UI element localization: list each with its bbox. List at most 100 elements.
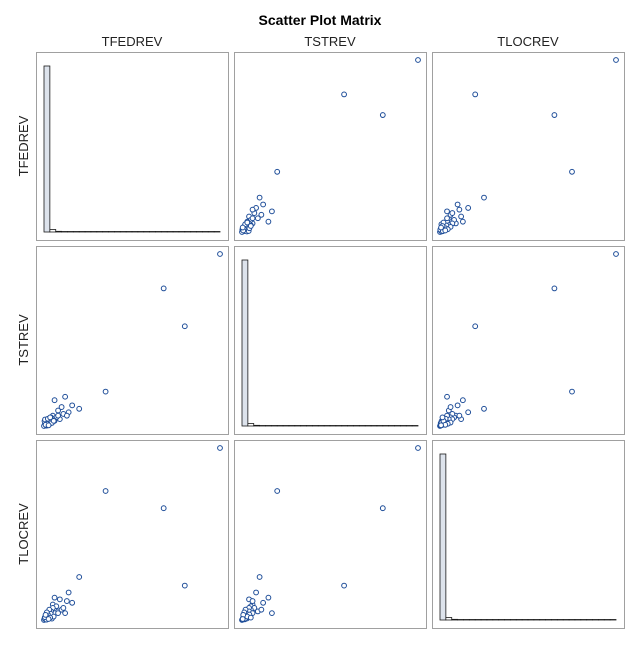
scatter-point: [444, 215, 450, 222]
histogram-bar: [335, 425, 343, 427]
histogram-bar: [178, 231, 186, 233]
histogram-bar: [149, 231, 156, 233]
histogram-bar: [84, 231, 92, 233]
scatter-point: [472, 323, 479, 330]
scatter-point: [51, 397, 58, 404]
row-label-tlocrev: TLOCREV: [16, 503, 31, 565]
scatter-point: [58, 404, 65, 410]
scatter-point: [458, 213, 465, 220]
scatter-point: [481, 405, 487, 412]
histogram-bar: [498, 619, 505, 621]
scatter-point: [341, 582, 347, 589]
scatter-point: [260, 201, 267, 208]
histogram-bar: [241, 259, 249, 427]
histogram-bar: [213, 231, 221, 233]
histogram-bar: [259, 425, 266, 427]
scatter-point: [379, 112, 386, 118]
scatter-point: [265, 594, 272, 601]
column-label-tlocrev: TLOCREV: [497, 34, 559, 49]
histogram-bar: [382, 425, 390, 427]
scatter-point: [247, 223, 254, 229]
histogram-bar: [533, 619, 541, 621]
histogram-bar: [551, 619, 558, 621]
scatter-point: [269, 610, 275, 617]
scatter-point: [45, 422, 52, 429]
scatter-point: [415, 57, 421, 63]
histogram-bar: [394, 425, 401, 427]
scatter-point: [613, 251, 619, 257]
histogram-bar: [96, 231, 104, 233]
scatter-point: [341, 91, 347, 98]
histogram-bar: [288, 425, 296, 427]
cell-frame: [36, 52, 229, 241]
histogram-bar: [609, 619, 617, 621]
scatter-point: [249, 206, 256, 213]
scatter-point: [439, 414, 446, 421]
histogram-bar: [61, 231, 68, 233]
histogram-bar: [405, 425, 413, 427]
histogram-bar: [568, 619, 576, 621]
histogram-bar: [90, 231, 98, 233]
scatter-point: [472, 91, 479, 98]
scatter-point: [244, 219, 251, 226]
histogram-bar: [329, 425, 337, 427]
scatter-point: [51, 594, 58, 601]
cell-tstrev-vs-tfedrev: [36, 246, 229, 435]
scatter-point: [454, 201, 461, 208]
cell-frame: [36, 440, 229, 629]
scatter-point: [415, 445, 421, 451]
cell-frame: [234, 52, 427, 241]
scatter-point: [459, 397, 466, 404]
scatter-point: [379, 505, 386, 512]
histogram-bar: [539, 619, 547, 621]
cell-tlocrev-vs-tlocrev: [432, 440, 625, 629]
histogram-bar: [468, 619, 476, 621]
histogram-bar: [72, 231, 80, 233]
histogram-bar: [457, 619, 464, 621]
scatter-point: [76, 405, 83, 412]
scatter-point: [551, 285, 558, 292]
histogram-bar: [463, 619, 470, 621]
histogram-bar: [172, 231, 180, 233]
histogram-bar: [358, 425, 366, 427]
histogram-bar: [353, 425, 360, 427]
scatter-point: [239, 616, 246, 622]
histogram-bar: [102, 231, 109, 233]
histogram-bar: [486, 619, 494, 621]
scatter-point: [260, 599, 267, 606]
histogram-bar: [370, 425, 378, 427]
scatter-point: [465, 409, 472, 416]
scatter-point: [253, 589, 259, 596]
histogram-bar: [282, 425, 290, 427]
cell-tfedrev-vs-tstrev: [234, 52, 427, 241]
histogram-bar: [114, 231, 121, 233]
scatter-point: [274, 168, 281, 175]
scatter-point: [102, 488, 109, 494]
histogram-bar: [347, 425, 354, 427]
scatter-point: [239, 224, 246, 231]
histogram-bar: [119, 231, 127, 233]
row-labels: TFEDREV TSTREV TLOCREV: [16, 115, 31, 564]
histogram-bar: [364, 425, 372, 427]
scatter-point: [465, 205, 472, 211]
histogram-bar: [504, 619, 511, 621]
histogram-bar: [598, 619, 605, 621]
histogram-bar: [67, 231, 74, 233]
scatter-point: [454, 402, 461, 409]
cell-tlocrev-vs-tstrev: [234, 440, 427, 629]
cell-frame: [432, 440, 625, 629]
histogram-bar: [247, 423, 255, 427]
scatter-point: [160, 505, 167, 512]
column-label-tstrev: TSTREV: [304, 34, 356, 49]
histogram-bar: [311, 425, 319, 427]
histogram-bar: [276, 425, 284, 427]
scatter-point: [459, 218, 466, 225]
histogram-bar: [160, 231, 168, 233]
histogram-bar: [556, 619, 564, 621]
histogram-bar: [196, 231, 203, 233]
histogram-bar: [439, 453, 447, 621]
histogram-bar: [445, 617, 453, 621]
matrix-cells: [36, 52, 625, 629]
scatter-point: [65, 589, 72, 596]
